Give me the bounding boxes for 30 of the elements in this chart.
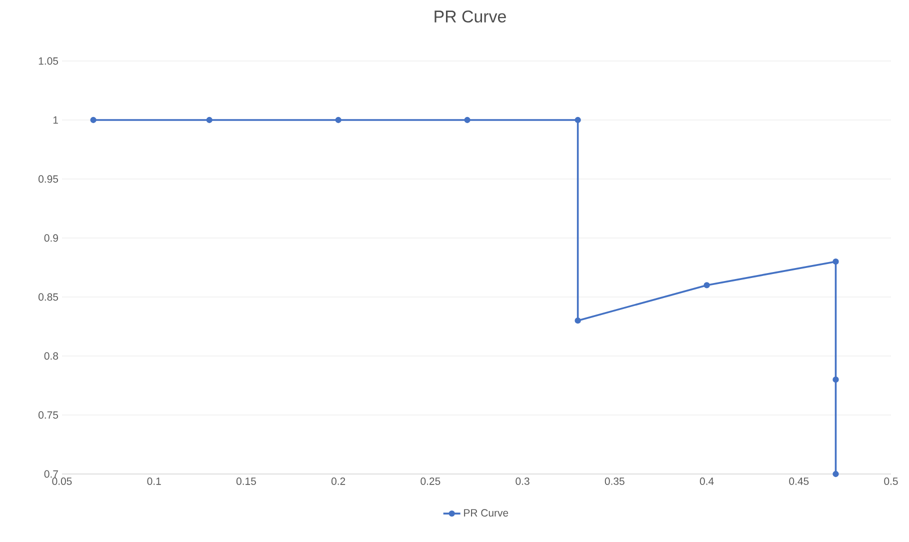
point <box>90 116 96 124</box>
legend-label: PR Curve <box>464 509 508 517</box>
point <box>704 282 710 288</box>
point <box>832 258 839 265</box>
x-tick-label: 0.2 <box>331 478 346 485</box>
y-tick-label: 0.7 <box>44 470 58 478</box>
y-tick-label: 1 <box>53 116 58 124</box>
x-tick-label: 0.05 <box>52 478 72 485</box>
y-tick-label: 0.75 <box>38 411 58 419</box>
point <box>574 318 581 324</box>
y-tick-label: 1.05 <box>38 57 58 65</box>
point <box>832 470 839 478</box>
y-tick-label: 0.95 <box>38 175 58 183</box>
x-tick-label: 0.3 <box>516 478 530 485</box>
y-tick-label: 0.9 <box>44 234 58 242</box>
point <box>335 116 342 124</box>
x-tick-label: 0.25 <box>420 478 440 485</box>
x-tick-label: 0.35 <box>604 478 624 485</box>
point <box>832 376 839 383</box>
x-tick-label: 0.5 <box>884 478 898 485</box>
x-tick-label: 0.1 <box>147 478 161 485</box>
y-tick-label: 0.8 <box>44 352 58 360</box>
x-tick-label: 0.45 <box>789 478 809 485</box>
x-tick-label: 0.15 <box>236 478 256 485</box>
chart-title: PR Curve <box>434 10 506 23</box>
point <box>574 116 581 124</box>
point <box>206 116 212 124</box>
x-tick-label: 0.4 <box>700 478 714 485</box>
y-tick-label: 0.85 <box>38 293 58 301</box>
point <box>464 116 470 124</box>
